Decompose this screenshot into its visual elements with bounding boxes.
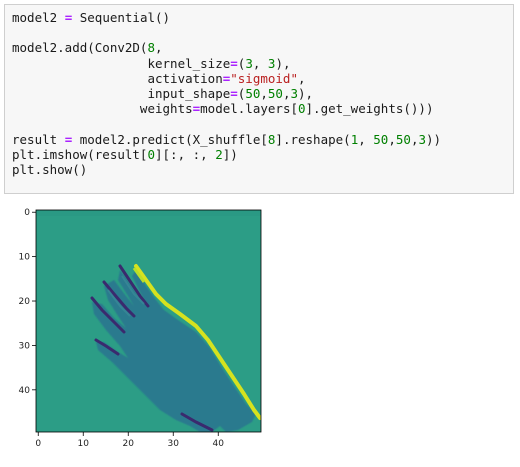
code-token: ( xyxy=(237,55,246,71)
code-token: , xyxy=(358,131,374,147)
finger-shadow-edges xyxy=(90,264,214,432)
code-token: activation xyxy=(12,70,223,86)
code-token: weights xyxy=(12,101,193,117)
code-token: 8 xyxy=(267,131,276,147)
axes-frame xyxy=(35,209,262,433)
code-token: ].get_weights())) xyxy=(305,101,434,117)
y-tick-label: 0 xyxy=(24,208,30,218)
x-tick-label: 10 xyxy=(78,439,90,449)
code-line: plt.imshow(result[0][:, :, 2]) xyxy=(12,147,238,162)
cell-output: 0 10 20 30 40 0 10 20 30 40 xyxy=(0,200,520,463)
hand-bright-edge xyxy=(134,264,261,420)
code-line: plt.show() xyxy=(12,162,87,177)
code-token: "sigmoid" xyxy=(230,70,298,86)
code-token: = xyxy=(64,131,73,147)
code-token: , xyxy=(252,55,268,71)
code-token: 3 xyxy=(418,131,426,147)
code-cell[interactable]: model2 = Sequential() model2.add(Conv2D(… xyxy=(4,4,514,194)
code-line: model2.add(Conv2D(8, xyxy=(12,40,163,55)
code-token: 3 xyxy=(267,55,276,71)
code-token: , xyxy=(388,131,396,147)
code-token: , xyxy=(297,70,306,86)
code-token: 8 xyxy=(147,40,155,56)
image-area xyxy=(36,210,261,432)
y-axis: 0 10 20 30 40 xyxy=(19,208,36,396)
code-token: )) xyxy=(426,131,442,147)
code-token: ), xyxy=(275,55,291,71)
code-token: ), xyxy=(298,86,314,102)
code-token: 2 xyxy=(215,146,223,162)
code-token: = xyxy=(64,10,73,25)
y-tick-label: 40 xyxy=(19,386,31,396)
code-token: 3 xyxy=(245,55,253,71)
code-token: , xyxy=(282,86,291,102)
code-token: ][:, :, xyxy=(155,146,216,162)
code-token: result xyxy=(12,131,65,147)
code-token: ].reshape( xyxy=(275,131,351,147)
x-axis: 0 10 20 30 40 xyxy=(35,432,224,449)
code-token: 0 xyxy=(298,101,306,117)
imshow-plot: 0 10 20 30 40 0 10 20 30 40 xyxy=(19,208,262,449)
code-line: weights=model.layers[0].get_weights())) xyxy=(12,101,434,117)
code-line: result = model2.predict(X_shuffle[8].res… xyxy=(12,132,441,147)
x-tick-label: 40 xyxy=(213,439,225,449)
code-token: , xyxy=(155,40,163,56)
code-token: plt.imshow(result[ xyxy=(12,146,148,162)
code-token: Sequential() xyxy=(72,10,171,25)
x-tick-label: 20 xyxy=(123,439,135,449)
code-token: model2.predict(X_shuffle[ xyxy=(72,131,268,147)
code-line: activation="sigmoid", xyxy=(12,70,306,86)
y-tick-label: 20 xyxy=(19,297,31,307)
code-token: kernel_size xyxy=(12,55,231,71)
code-token: ]) xyxy=(222,146,238,162)
code-token: = xyxy=(192,101,201,117)
code-token: 1 xyxy=(350,131,359,147)
code-token: model2.add(Conv2D( xyxy=(12,40,148,56)
code-token: , xyxy=(260,86,268,102)
code-token: plt.show() xyxy=(12,162,88,178)
code-token: ( xyxy=(237,86,246,102)
code-token: 50 xyxy=(373,131,389,147)
code-line: kernel_size=(3, 3), xyxy=(12,55,291,71)
hand-silhouette xyxy=(92,270,256,432)
code-token: 50 xyxy=(267,86,283,102)
code-token: 0 xyxy=(147,146,155,162)
code-token: , xyxy=(410,131,419,147)
code-token: model2 xyxy=(12,10,65,25)
x-tick-label: 0 xyxy=(35,439,41,449)
code-line: input_shape=(50,50,3), xyxy=(12,86,313,101)
code-token: = xyxy=(230,55,238,71)
code-token: = xyxy=(222,70,231,86)
code-token: 3 xyxy=(290,86,299,102)
x-tick-label: 30 xyxy=(168,439,180,449)
code-token: model.layers[ xyxy=(200,101,298,117)
code-token: 50 xyxy=(395,131,411,147)
code-token: 50 xyxy=(245,86,261,102)
code-token: = xyxy=(230,86,238,102)
y-tick-label: 10 xyxy=(19,253,31,263)
code-token: input_shape xyxy=(12,86,231,102)
code-editor[interactable]: model2 = Sequential() model2.add(Conv2D(… xyxy=(12,10,441,177)
y-tick-label: 30 xyxy=(19,341,31,351)
code-line: model2 = Sequential() xyxy=(12,10,170,25)
